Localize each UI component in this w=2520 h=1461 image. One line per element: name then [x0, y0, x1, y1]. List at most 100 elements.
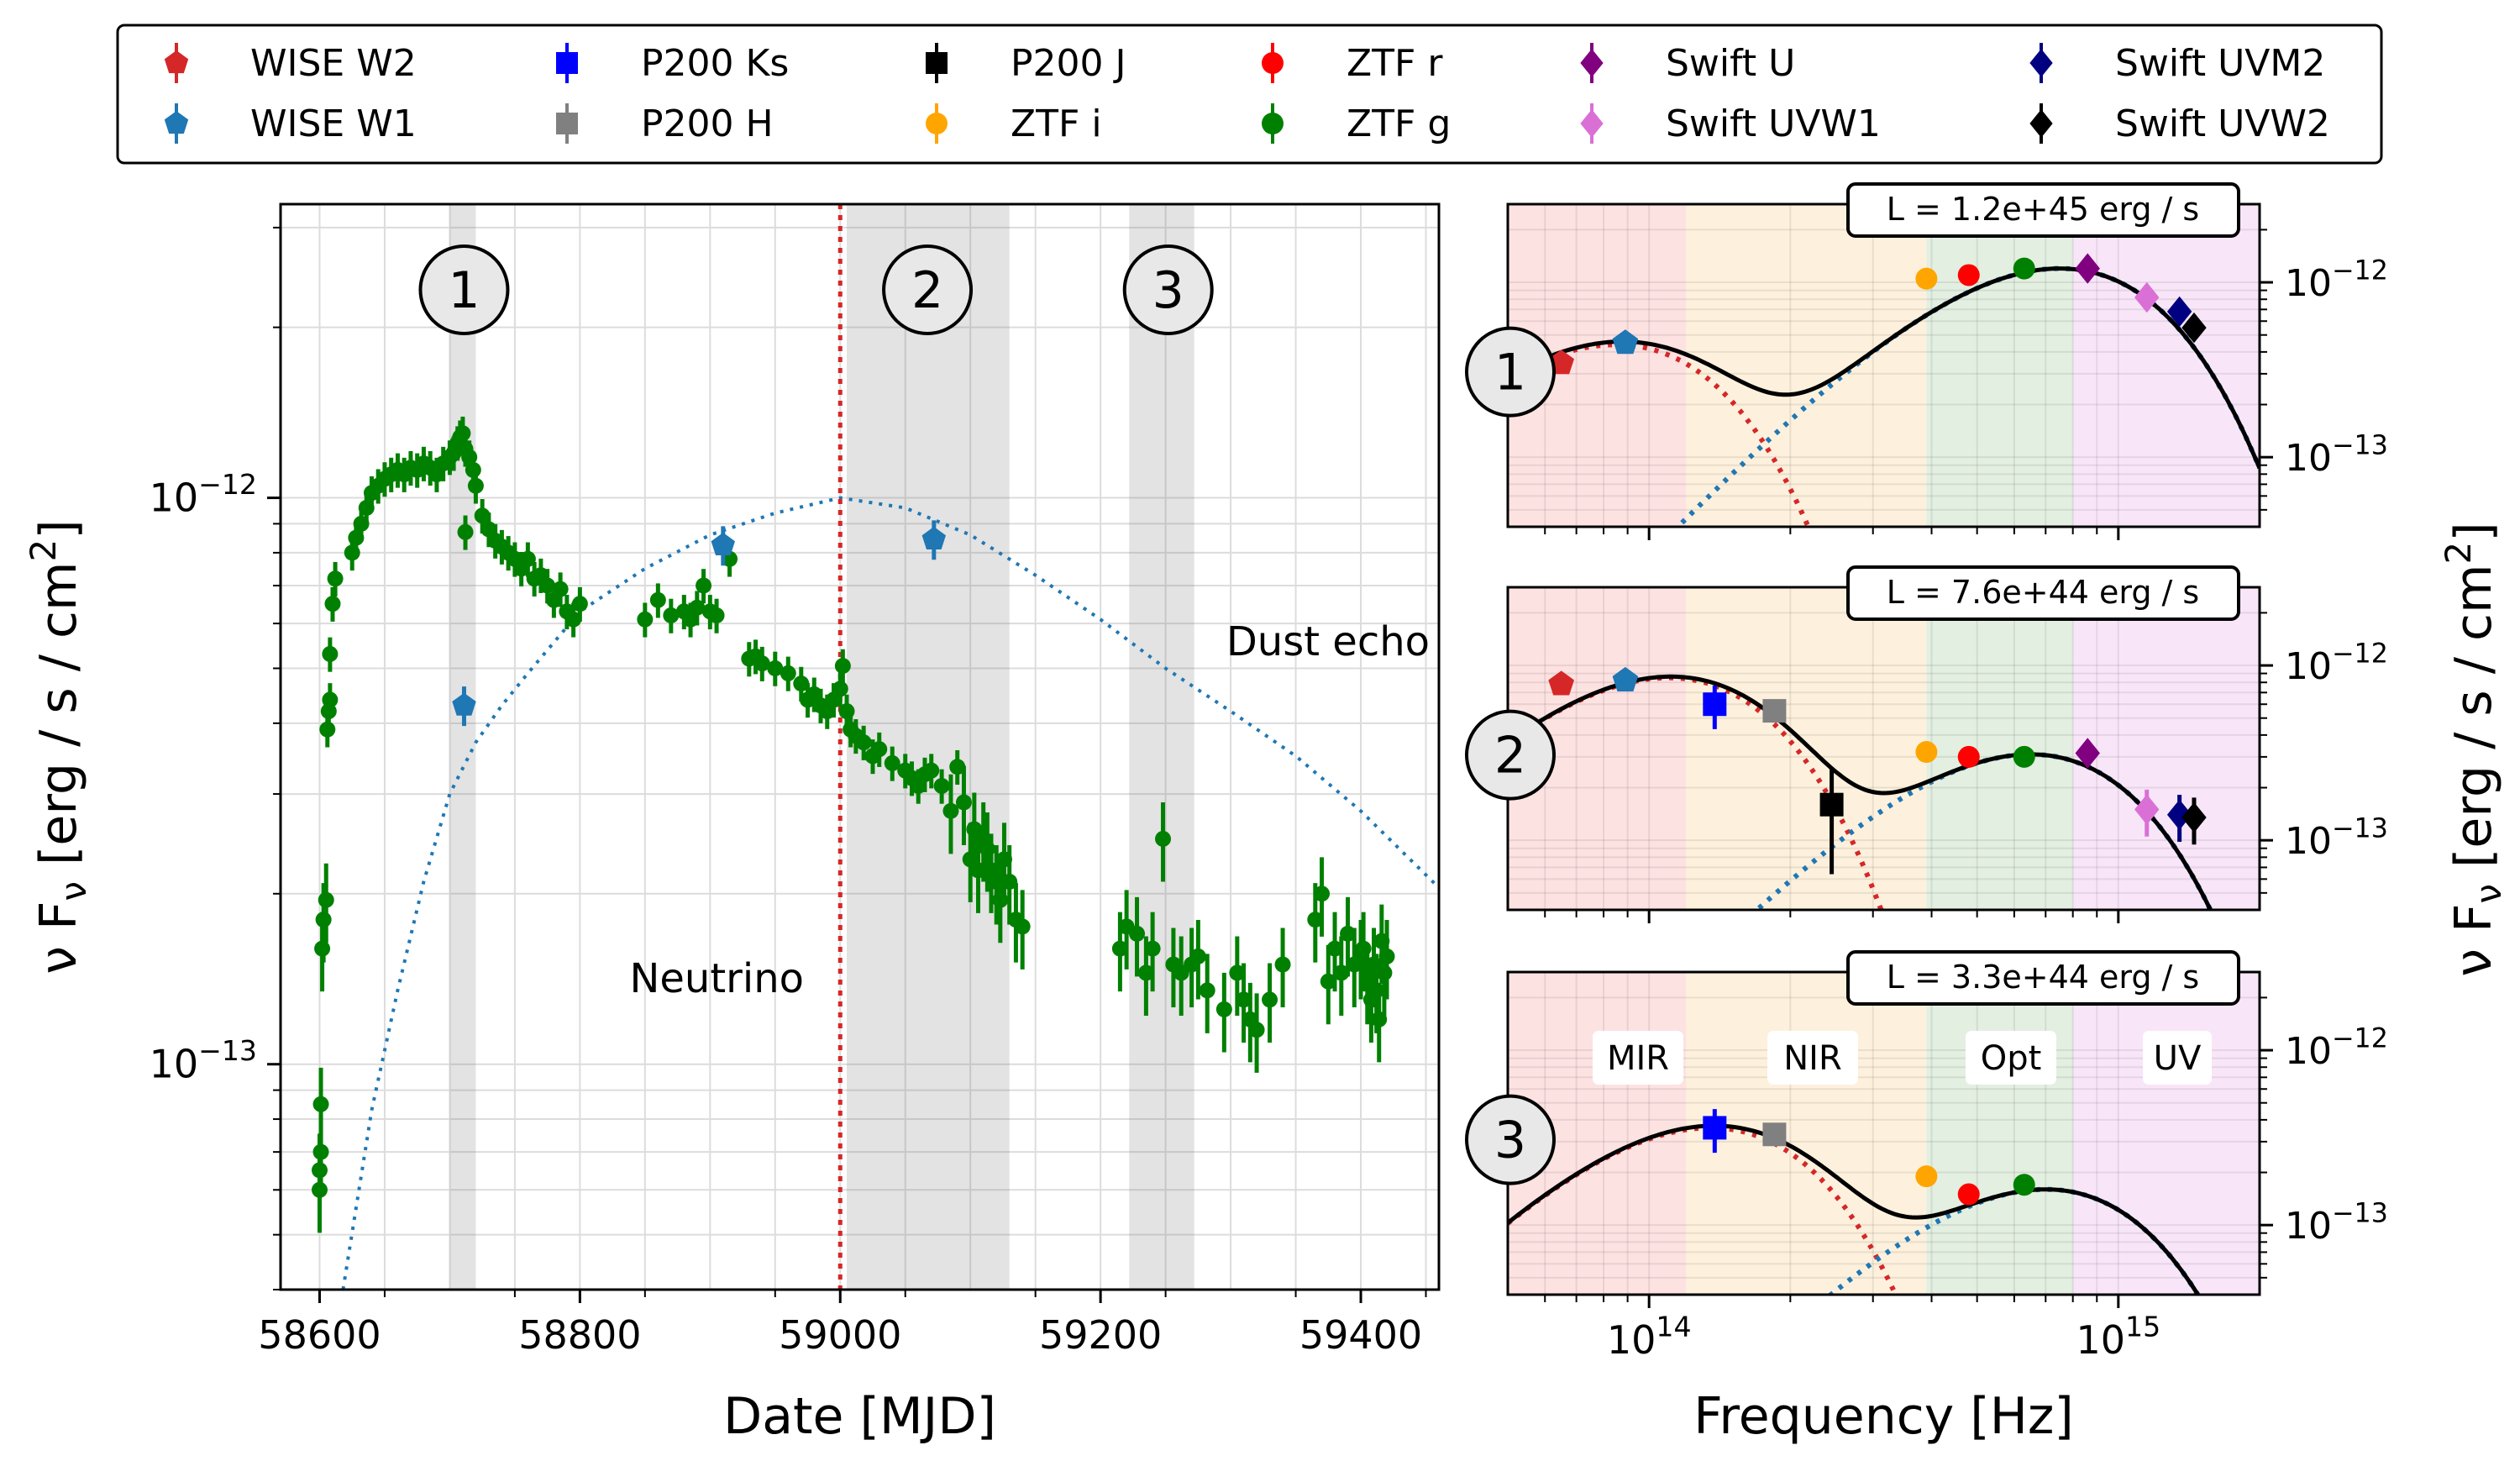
legend: WISE W2 WISE W1 P200 Ks P200 H P200 J ZTF i ZT…	[116, 24, 2383, 165]
panel-marker-2	[1465, 709, 1556, 801]
y-tick-label: 10−12	[150, 468, 257, 521]
sed-marker	[2166, 296, 2192, 328]
y-tick-label: 10−13	[150, 1034, 257, 1087]
sed-marker	[1703, 1116, 1727, 1140]
band-label-mir: MIR	[1607, 1039, 1669, 1078]
x-tick-label: 1015	[2076, 1310, 2160, 1363]
band-label-nir: NIR	[1783, 1039, 1842, 1078]
point-marker	[565, 611, 582, 628]
sed-marker	[1762, 699, 1787, 723]
band-opt	[1926, 972, 2073, 1295]
point-marker	[832, 681, 848, 697]
point-marker	[315, 912, 332, 928]
point-marker	[1326, 940, 1343, 957]
point-marker	[1014, 918, 1031, 935]
point-marker	[1236, 991, 1252, 1008]
legend-marker	[2029, 49, 2053, 77]
panel-marker-1	[1465, 326, 1556, 418]
sed-point-wise-w1	[1612, 329, 1639, 355]
point-marker	[312, 1143, 329, 1160]
legend-label: WISE W2	[250, 42, 417, 85]
point-marker	[1376, 964, 1393, 981]
x-tick-label: 58800	[518, 1312, 641, 1358]
legend-entry: Swift UVW1	[1580, 102, 1881, 145]
total-model-curve	[1508, 1123, 2201, 1295]
point-marker	[711, 532, 735, 555]
grid	[1508, 587, 2260, 910]
data-point	[1320, 944, 1336, 1025]
sed-marker	[1915, 741, 1938, 764]
y-tick-label: 10−13	[2285, 813, 2388, 863]
point-marker	[933, 777, 950, 794]
legend-marker	[1580, 49, 1604, 77]
sed-point-p200-ks	[1703, 685, 1727, 729]
point-marker	[1320, 973, 1336, 990]
data-point	[322, 637, 339, 672]
point-marker	[884, 754, 900, 771]
legend-marker	[164, 111, 189, 134]
legend-marker	[1580, 109, 1604, 138]
grid	[1508, 972, 2260, 1295]
legend-marker	[1262, 113, 1284, 134]
legend-entry: Swift UVM2	[2029, 42, 2325, 85]
point-marker	[318, 891, 334, 908]
sed-marker	[1762, 1122, 1787, 1147]
point-marker	[1340, 925, 1357, 942]
neutrino-annotation: Neutrino	[629, 955, 804, 1002]
band-label-opt: Opt	[1981, 1039, 2042, 1078]
data-point	[1236, 963, 1252, 1043]
legend-marker	[926, 52, 948, 74]
sed-point-ztf-g	[2013, 1174, 2035, 1196]
data-point	[834, 649, 851, 684]
legend-label: WISE W1	[250, 102, 417, 145]
y-tick-label: 10−13	[2285, 1198, 2388, 1248]
legend-entry: Swift U	[1580, 42, 1795, 85]
data-point	[696, 569, 712, 604]
point-marker	[834, 658, 851, 675]
sed-marker	[1612, 666, 1639, 691]
sed-point-ztf-i	[1915, 1165, 1938, 1188]
band-label-box-uv	[2143, 1031, 2212, 1085]
point-marker	[689, 599, 706, 616]
data-point	[884, 746, 900, 781]
legend-label: Swift UVW1	[1666, 102, 1881, 145]
epoch-marker-2	[882, 244, 974, 335]
legend-label: Swift U	[1666, 42, 1795, 85]
point-marker	[1229, 964, 1246, 981]
panel-marker-3	[1465, 1094, 1556, 1185]
point-marker	[637, 611, 654, 628]
data-point	[637, 602, 654, 638]
luminosity-label: L = 7.6e+44 erg / s	[1887, 574, 2199, 611]
legend-label: ZTF r	[1347, 42, 1443, 85]
data-point	[711, 526, 735, 566]
point-marker	[923, 762, 940, 779]
point-marker	[1144, 940, 1161, 957]
point-marker	[793, 675, 810, 692]
data-point	[312, 1067, 329, 1148]
epoch-label-1: 1	[448, 261, 480, 320]
sed-ylabel: ν Fν [erg / s / cm2]	[2438, 522, 2509, 976]
series-ztf-g	[311, 416, 1395, 1233]
y-tick-label: 10−12	[2285, 639, 2388, 688]
data-point	[565, 602, 582, 638]
point-marker	[324, 596, 341, 612]
point-marker	[539, 577, 556, 594]
sed-point-ztf-r	[1957, 745, 1980, 768]
x-axis-label: Frequency [Hz]	[1693, 1387, 2073, 1446]
epoch-marker-1	[418, 244, 510, 335]
band-uv	[2072, 204, 2260, 527]
sed-point-wise-w2	[1548, 670, 1574, 696]
sed-point-p200-h	[1762, 699, 1787, 723]
sed-point-p200-ks	[1703, 1109, 1727, 1154]
data-point	[933, 769, 950, 804]
legend-marker	[926, 113, 948, 134]
point-marker	[1137, 964, 1154, 981]
data-point	[1001, 845, 1018, 925]
epoch-label-3: 3	[1152, 261, 1184, 320]
legend-entry: ZTF r	[1262, 42, 1443, 85]
sed-marker	[2013, 745, 2035, 768]
sed-marker	[1548, 670, 1574, 696]
point-marker	[753, 655, 770, 672]
legend-label: P200 J	[1011, 42, 1126, 85]
x-tick-label: 1014	[1607, 1310, 1692, 1363]
